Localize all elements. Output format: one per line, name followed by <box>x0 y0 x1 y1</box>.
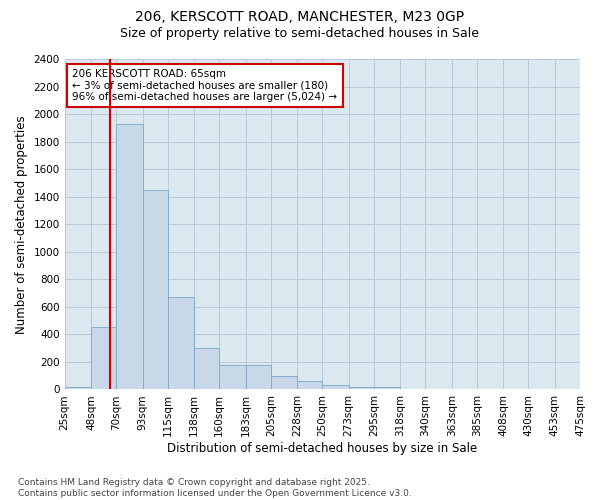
Bar <box>297 381 322 390</box>
Bar <box>143 190 168 390</box>
Bar <box>322 384 349 390</box>
Bar <box>194 348 219 390</box>
Bar <box>349 386 374 390</box>
X-axis label: Distribution of semi-detached houses by size in Sale: Distribution of semi-detached houses by … <box>167 442 478 455</box>
Bar <box>116 124 143 390</box>
Bar <box>65 386 91 390</box>
Bar <box>271 376 297 390</box>
Text: Contains HM Land Registry data © Crown copyright and database right 2025.
Contai: Contains HM Land Registry data © Crown c… <box>18 478 412 498</box>
Bar <box>400 389 425 390</box>
Bar <box>374 388 400 390</box>
Bar <box>91 328 116 390</box>
Bar <box>168 297 194 390</box>
Text: Size of property relative to semi-detached houses in Sale: Size of property relative to semi-detach… <box>121 28 479 40</box>
Bar <box>245 364 271 390</box>
Text: 206 KERSCOTT ROAD: 65sqm
← 3% of semi-detached houses are smaller (180)
96% of s: 206 KERSCOTT ROAD: 65sqm ← 3% of semi-de… <box>73 69 337 102</box>
Bar <box>219 364 245 390</box>
Y-axis label: Number of semi-detached properties: Number of semi-detached properties <box>15 115 28 334</box>
Text: 206, KERSCOTT ROAD, MANCHESTER, M23 0GP: 206, KERSCOTT ROAD, MANCHESTER, M23 0GP <box>136 10 464 24</box>
